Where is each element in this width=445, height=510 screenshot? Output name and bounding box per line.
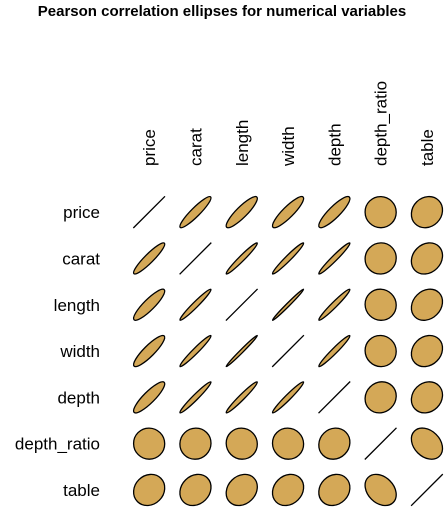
cell-length-price-ellipse [132,288,166,321]
row-labels: price carat length width depth depth_ratiotab… [15,203,100,500]
row-label-length: length [54,296,100,315]
cell-carat-depth-ellipse [318,242,351,275]
column-label-carat: carat [186,128,205,166]
cell-depth-width-ellipse [271,381,305,414]
cell-width-depth-ratio-ellipse [364,334,397,368]
cell-carat-depth-ratio-ellipse [364,242,397,275]
row-label-width: width [59,342,100,361]
cell-price-width-ellipse [271,195,305,229]
cell-carat-price-ellipse [132,242,166,275]
cell-length-width-ellipse [271,288,305,321]
cell-depth-depth-ratio-ellipse [364,381,397,414]
row-label-depth: depth [57,388,100,407]
cell-depth-depth-diagonal-line [318,381,351,414]
cell-price-depth-ratio-ellipse [364,195,397,229]
cell-length-length-diagonal-line [225,288,259,322]
row-label-carat: carat [62,249,100,268]
cell-price-carat-ellipse [179,195,212,229]
cell-length-table-ellipse [410,288,444,321]
cell-table-width-ellipse [271,473,305,507]
cell-width-price-ellipse [132,334,166,368]
cell-carat-carat-diagonal-line [179,242,212,275]
cell-table-table-diagonal-line [410,473,444,507]
cell-depth-price-ellipse [132,381,166,414]
cell-table-depth-ellipse [318,473,351,507]
cell-table-depth-ratio-ellipse [364,473,397,507]
cell-depth-ratio-table-ellipse [410,427,444,460]
cell-carat-table-ellipse [410,242,444,275]
column-label-width: width [279,126,298,167]
cell-table-length-ellipse [225,473,258,507]
cell-length-depth-ellipse [318,288,351,321]
column-label-depth-ratio: depth_ratio [372,81,391,166]
cell-depth-table-ellipse [410,381,444,414]
cell-depth-ratio-depth-ellipse [318,427,351,460]
cell-depth-ratio-length-ellipse [225,427,258,460]
row-label-depth-ratio: depth_ratio [15,435,100,454]
cell-depth-ratio-price-ellipse [132,427,166,460]
cell-table-carat-ellipse [179,473,212,507]
cell-width-length-ellipse [225,334,258,368]
column-label-table: table [418,129,437,166]
cell-price-length-ellipse [225,195,258,229]
cell-price-depth-ellipse [318,195,351,229]
cell-carat-width-ellipse [271,242,305,275]
cell-depth-carat-ellipse [179,381,212,414]
cell-price-price-diagonal-line [132,195,166,229]
ellipse-grid [132,195,444,507]
cell-width-carat-ellipse [179,334,212,368]
cell-width-table-ellipse [410,334,444,368]
column-label-length: length [233,120,252,166]
cell-depth-ratio-carat-ellipse [179,427,212,460]
cell-length-carat-ellipse [179,288,212,321]
cell-width-depth-ellipse [318,334,351,368]
cell-price-table-ellipse [410,195,444,229]
column-label-price: price [140,129,159,166]
cell-depth-length-ellipse [225,381,258,414]
cell-table-price-ellipse [132,473,166,507]
cell-carat-length-ellipse [225,242,258,275]
row-label-price: price [63,203,100,222]
cell-depth-ratio-width-ellipse [271,427,305,460]
row-label-table: table [63,481,100,500]
cell-length-depth-ratio-ellipse [364,288,397,321]
cell-depth-ratio-depth-ratio-diagonal-line [364,427,397,460]
cell-width-width-diagonal-line [271,334,305,368]
column-label-depth: depth [325,123,344,166]
chart-title: Pearson correlation ellipses for numeric… [38,3,407,20]
